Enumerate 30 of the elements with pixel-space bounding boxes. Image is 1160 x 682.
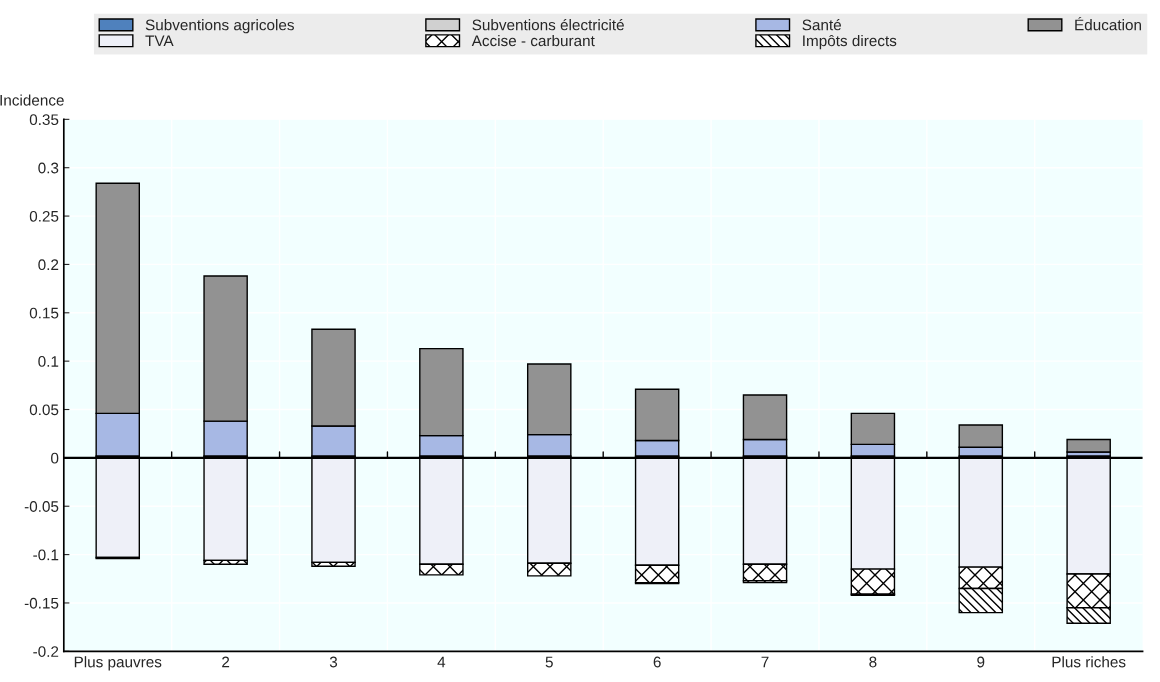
x-tick-label: 6 [653, 656, 661, 668]
y-tick-label: -0.15 [24, 597, 59, 609]
x-tick-label: 4 [437, 656, 446, 668]
y-tick-label: 0.05 [29, 404, 59, 416]
x-tick-label: 3 [329, 656, 338, 668]
y-tick-label: 0.3 [38, 162, 59, 174]
x-tick-label: 5 [545, 656, 553, 668]
x-tick-label: 7 [761, 656, 769, 668]
y-tick-label: 0.2 [38, 259, 59, 271]
legend-label: Santé [802, 18, 841, 31]
x-tick-label: 8 [869, 656, 877, 668]
y-tick-label: 0 [51, 452, 59, 464]
y-tick-label: 0.35 [29, 114, 59, 126]
legend-label: Subventions agricoles [145, 19, 294, 34]
y-tick-label: -0.2 [33, 646, 59, 657]
y-tick-label: 0.15 [29, 307, 59, 319]
legend-label: Impôts directs [803, 34, 897, 50]
y-axis-title: Incidence [0, 94, 64, 106]
legend-label: TVA [145, 35, 174, 47]
y-tick-label: -0.05 [24, 501, 59, 512]
y-tick-label: -0.1 [33, 549, 59, 561]
y-tick-label: 0.1 [38, 356, 59, 367]
x-tick-label: Plus pauvres [74, 656, 162, 671]
legend-label: Éducation [1075, 16, 1141, 31]
x-tick-label: 9 [977, 656, 985, 668]
x-tick-label: Plus riches [1052, 656, 1126, 668]
legend-label: Subventions électricité [472, 18, 624, 31]
x-tick-label: 2 [222, 656, 230, 668]
y-tick-label: 0.25 [29, 210, 59, 222]
legend-label: Accise - carburant [471, 34, 595, 47]
